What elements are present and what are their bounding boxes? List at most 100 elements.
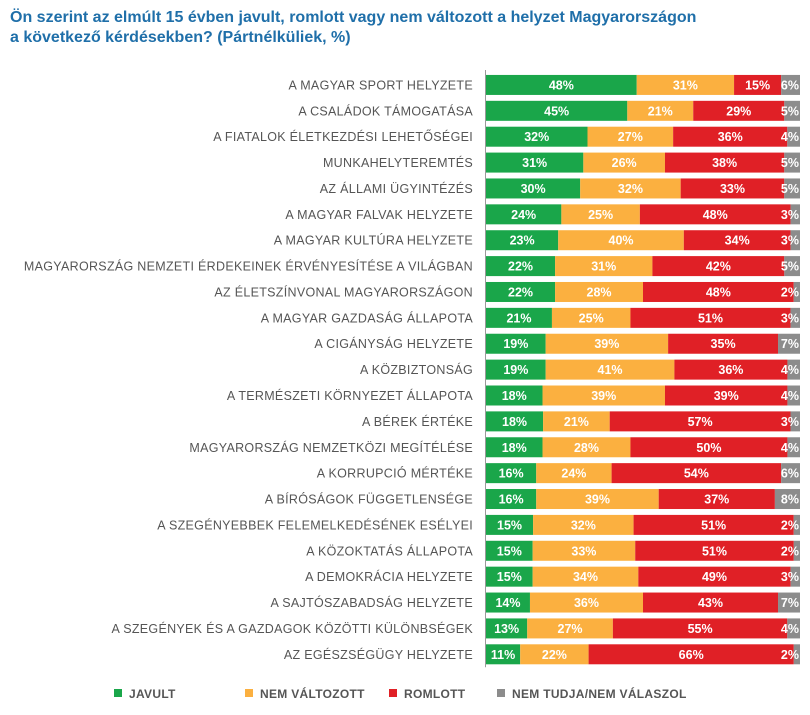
bar-segment <box>784 178 800 199</box>
bar-segment <box>668 333 779 354</box>
bar-segment <box>787 618 800 639</box>
data-label: 22% <box>508 260 533 274</box>
bar-segment <box>638 566 791 587</box>
bar-segment <box>532 566 639 587</box>
category-label: A CIGÁNYSÁG HELYZETE <box>314 336 473 351</box>
category-label: A FIATALOK ÉLETKEZDÉSI LEHETŐSÉGEI <box>213 129 473 144</box>
data-label: 66% <box>679 648 704 662</box>
data-label: 32% <box>571 518 596 532</box>
data-label: 48% <box>549 78 574 92</box>
data-label: 19% <box>503 337 528 351</box>
category-label: A MAGYAR SPORT HELYZETE <box>289 78 474 92</box>
bar-segment <box>778 592 800 613</box>
bar-segment <box>580 178 681 199</box>
bar-segment <box>583 152 665 173</box>
bar-segment <box>673 126 788 147</box>
legend-swatch <box>389 689 397 697</box>
data-label: 25% <box>579 311 604 325</box>
bar-segment <box>486 74 637 95</box>
data-label: 19% <box>503 363 528 377</box>
data-label: 50% <box>696 441 721 455</box>
category-label: A CSALÁDOK TÁMOGATÁSA <box>298 103 473 118</box>
category-label: A MAGYAR KULTÚRA HELYZETE <box>274 233 473 248</box>
category-label: MUNKAHELYTEREMTÉS <box>323 155 473 170</box>
bar-segment <box>542 385 665 406</box>
data-label: 39% <box>714 389 739 403</box>
data-label: 3% <box>781 208 799 222</box>
data-label: 7% <box>781 596 799 610</box>
data-label: 39% <box>594 337 619 351</box>
category-label: A TERMÉSZETI KÖRNYEZET ÁLLAPOTA <box>227 388 474 403</box>
data-label: 15% <box>497 570 522 584</box>
bar-segment <box>787 385 800 406</box>
bar-segment <box>627 100 694 121</box>
data-label: 29% <box>726 104 751 118</box>
bar-segment <box>543 411 610 432</box>
category-label: A MAGYAR FALVAK HELYZETE <box>285 208 473 222</box>
bar-segment <box>542 437 631 458</box>
category-label: A KÖZBIZTONSÁG <box>360 362 473 377</box>
data-label: 5% <box>781 156 799 170</box>
data-label: 2% <box>781 544 799 558</box>
data-label: 34% <box>725 234 750 248</box>
data-label: 18% <box>502 441 527 455</box>
bar-segment <box>787 359 800 380</box>
bar-segment <box>486 152 584 173</box>
legend-swatch <box>114 689 122 697</box>
legend-swatch <box>245 689 253 697</box>
data-label: 30% <box>521 182 546 196</box>
legend-label: ROMLOTT <box>404 687 466 701</box>
category-label: MAGYARORSZÁG NEMZETKÖZI MEGÍTÉLÉSE <box>189 440 473 455</box>
data-label: 13% <box>494 622 519 636</box>
category-label: A SAJTÓSZABADSÁG HELYZETE <box>271 595 473 610</box>
data-label: 27% <box>558 622 583 636</box>
data-label: 32% <box>524 130 549 144</box>
bar-segment <box>793 540 800 561</box>
bar-segment <box>486 178 581 199</box>
bar-segment <box>486 333 546 354</box>
bar-segment <box>520 644 589 665</box>
data-label: 18% <box>502 389 527 403</box>
bar-segment <box>486 489 537 510</box>
bar-segment <box>486 126 588 147</box>
bar-segment <box>633 514 794 535</box>
bar-segment <box>611 463 782 484</box>
data-label: 27% <box>618 130 643 144</box>
bar-segment <box>664 152 785 173</box>
data-label: 5% <box>781 260 799 274</box>
data-label: 7% <box>781 337 799 351</box>
category-label: AZ ÉLETSZÍNVONAL MAGYARORSZÁGON <box>214 284 473 299</box>
bar-segment <box>639 204 791 225</box>
data-label: 21% <box>506 311 531 325</box>
data-label: 23% <box>510 234 535 248</box>
data-label: 3% <box>781 570 799 584</box>
data-label: 15% <box>497 518 522 532</box>
data-label: 3% <box>781 311 799 325</box>
bar-segment <box>486 514 534 535</box>
bar-segment <box>527 618 613 639</box>
bar-segment <box>555 256 653 277</box>
data-label: 28% <box>587 285 612 299</box>
data-label: 54% <box>684 467 709 481</box>
bar-segment <box>784 152 800 173</box>
bar-segment <box>558 230 684 251</box>
data-label: 5% <box>781 182 799 196</box>
bar-segment <box>643 592 779 613</box>
bar-segment <box>486 256 556 277</box>
data-label: 4% <box>781 389 799 403</box>
bar-segment <box>652 256 785 277</box>
bar-segment <box>486 230 559 251</box>
category-label: A BÍRÓSÁGOK FÜGGETLENSÉGE <box>265 492 473 507</box>
bar-segment <box>774 489 800 510</box>
bar-segment <box>529 592 643 613</box>
data-label: 49% <box>702 570 727 584</box>
bar-segment <box>658 489 775 510</box>
bar-segment <box>561 204 640 225</box>
data-label: 21% <box>648 104 673 118</box>
bar-segment <box>536 463 612 484</box>
bar-segment <box>790 566 800 587</box>
data-label: 33% <box>720 182 745 196</box>
data-label: 42% <box>706 260 731 274</box>
bar-segment <box>486 411 544 432</box>
